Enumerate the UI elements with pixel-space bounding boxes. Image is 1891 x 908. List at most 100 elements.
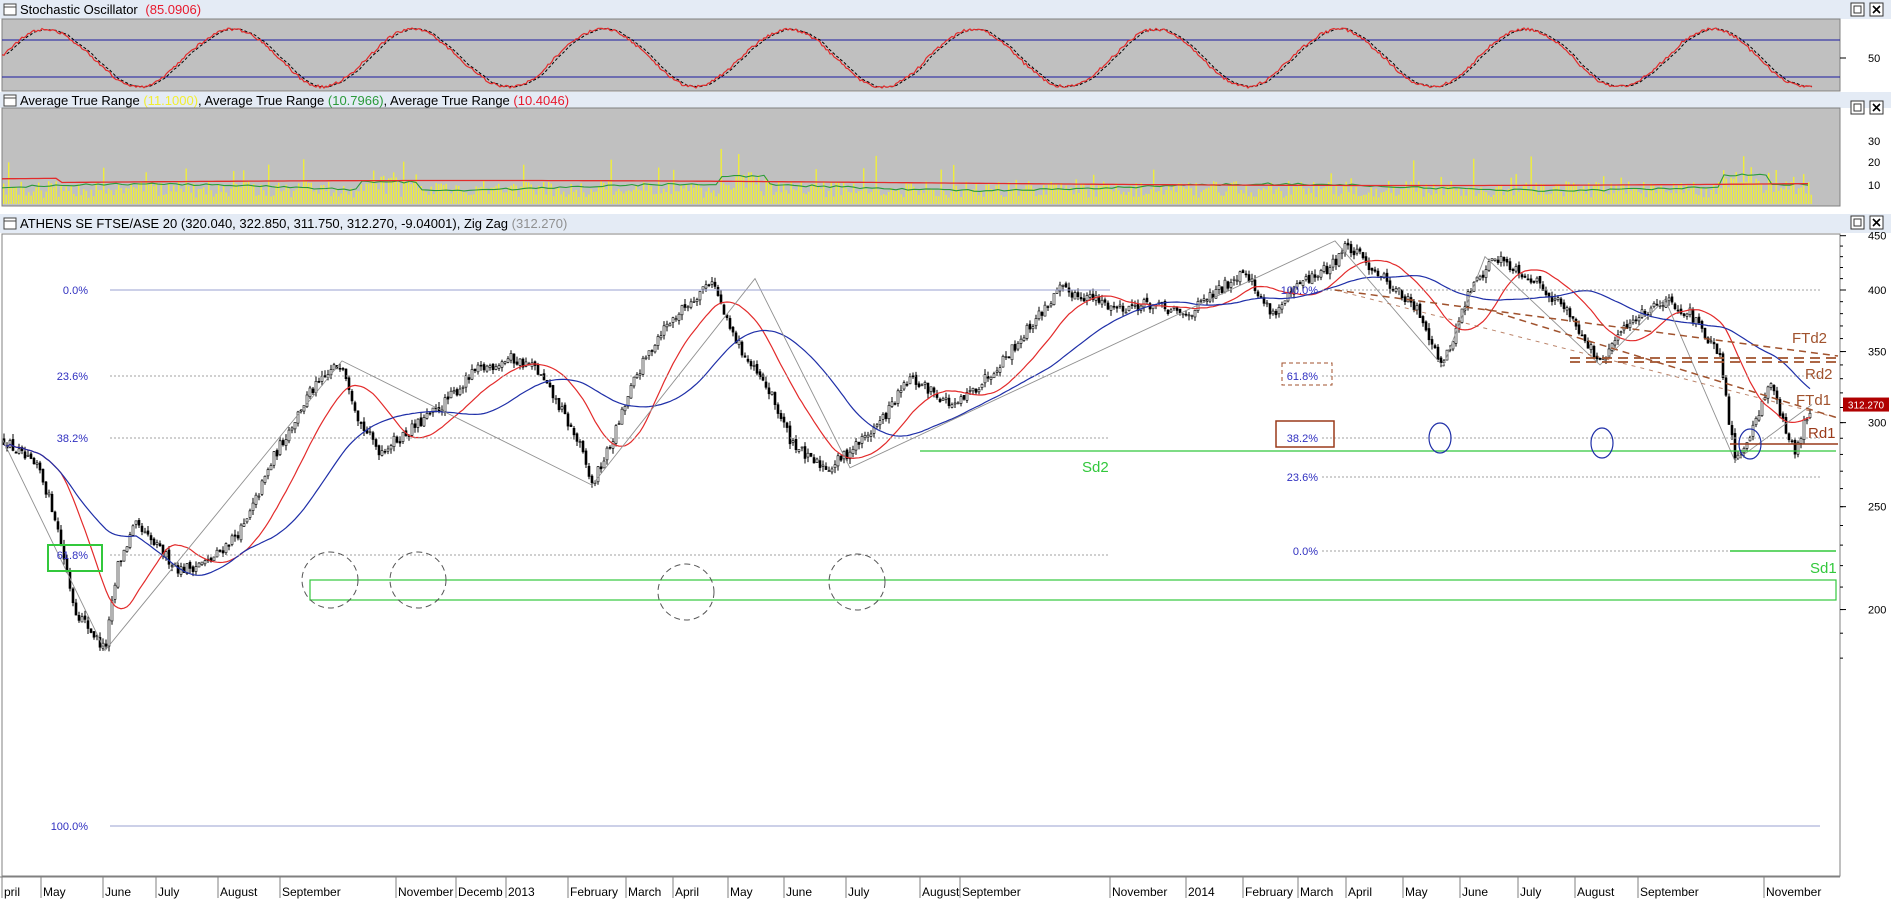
atr-bar [1353,194,1355,204]
candle-body [1370,267,1374,271]
candle-body [1325,265,1329,274]
atr-bar [125,187,127,204]
atr-bar [340,193,342,204]
atr-bar [915,190,917,204]
atr-bar [58,196,60,204]
candle-body [1400,289,1404,298]
candle-body [767,387,771,395]
candle-body [734,332,738,344]
atr-bar [1188,182,1190,204]
atr-bar [433,194,435,204]
candle-body [1718,353,1722,356]
candle-body [788,425,792,445]
atr-bar [795,190,797,204]
candle-body [14,451,18,454]
candle-body [905,384,909,386]
atr-bar [728,185,730,204]
atr-bar [1045,194,1047,204]
atr-bar [660,193,662,204]
candle-body [32,457,36,465]
atr-bar [1773,191,1775,204]
atr-bar [150,181,152,204]
candle-body [917,383,921,387]
candle-body [1751,424,1755,437]
atr-bar [245,182,247,204]
atr-bar [1568,182,1570,204]
atr-bar [343,186,345,204]
candle-body [1277,307,1281,315]
atr-bar [715,196,717,204]
maximize-icon[interactable] [1850,2,1865,17]
candle-body [1016,342,1020,350]
atr-bar [493,187,495,204]
candle-body [689,301,693,308]
pane-icon[interactable] [3,217,17,230]
atr-bar [1615,184,1617,204]
pane-icon[interactable] [3,94,17,107]
candle-body [164,551,168,558]
candle-body [1685,313,1689,317]
atr-bar [893,190,895,204]
candle-body [1142,299,1146,308]
atr-bar [1375,188,1377,204]
atr-bar [223,186,225,204]
candle-body [1565,307,1569,311]
candle-body [656,336,660,346]
atr-bar [740,176,742,204]
atr-bar [1710,189,1712,204]
atr-title-part: , Average True Range [384,93,514,108]
candle-body [680,305,684,316]
atr-bar [1135,182,1137,204]
atr-bar [850,192,852,204]
candle-body [1187,314,1191,317]
atr-bar [15,186,17,204]
atr-bar [485,188,487,204]
candle-body [650,350,654,352]
atr-bar [828,190,830,204]
ftd1-line [1484,308,1839,419]
candle-body [1772,385,1776,392]
atr-bar [1418,181,1420,204]
atr-bar [948,197,950,204]
atr-bar [1655,193,1657,204]
candle-body [572,428,576,436]
candle-body [1043,304,1047,317]
atr-bar [778,182,780,204]
atr-bar [238,185,240,204]
atr-bar [1083,183,1085,204]
maximize-icon[interactable] [1850,100,1865,115]
atr-bar [910,183,912,204]
candle-body [899,390,903,393]
x-axis-label: August [220,885,258,899]
candle-body [938,398,942,402]
atr-bar [88,197,90,204]
candle-body [227,544,231,547]
atr-bar [1785,181,1787,204]
pane-icon[interactable] [3,3,17,16]
candle-body [1778,399,1782,416]
atr-bar [1020,190,1022,204]
atr-bar [633,189,635,204]
atr-bar [688,190,690,204]
atr-bar [270,196,272,204]
atr-bar [1115,183,1117,204]
atr-bar [80,195,82,204]
atr-bar [1578,192,1580,204]
atr-bar [1225,191,1227,204]
candle-body [998,367,1002,373]
atr-bar [1303,188,1305,204]
candle-body [1175,307,1179,311]
candle-body [296,411,300,424]
atr-bar [203,187,205,204]
maximize-icon[interactable] [1850,215,1865,230]
candle-body [692,300,696,303]
atr-bar [608,181,610,204]
atr-bar [865,188,867,204]
atr-bar [1130,185,1132,204]
candle-body [341,368,345,370]
atr-bar [1493,194,1495,204]
atr-bar [1163,194,1165,204]
candle-body [950,404,954,408]
price-header [0,214,1891,233]
candle-body [431,407,435,413]
